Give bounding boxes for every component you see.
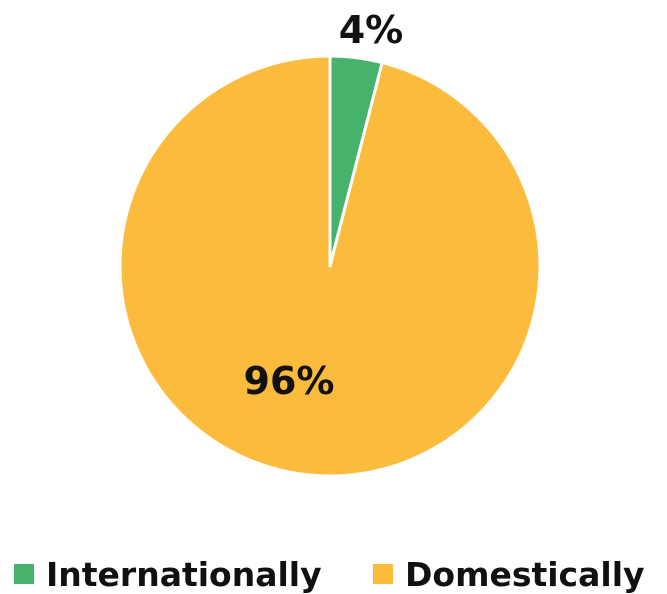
legend-label-internationally: Internationally [46, 555, 322, 594]
pie-slices [118, 54, 542, 478]
legend-swatch-internationally [14, 564, 34, 584]
legend: Internationally Domestically [14, 555, 645, 594]
legend-swatch-domestically [373, 564, 393, 584]
data-label-internationally: 4% [339, 8, 404, 52]
pie-slice-domestically [118, 54, 542, 478]
legend-label-domestically: Domestically [405, 555, 645, 594]
data-label-domestically: 96% [244, 359, 335, 403]
pie-data-labels: 4% 96% [244, 8, 404, 403]
